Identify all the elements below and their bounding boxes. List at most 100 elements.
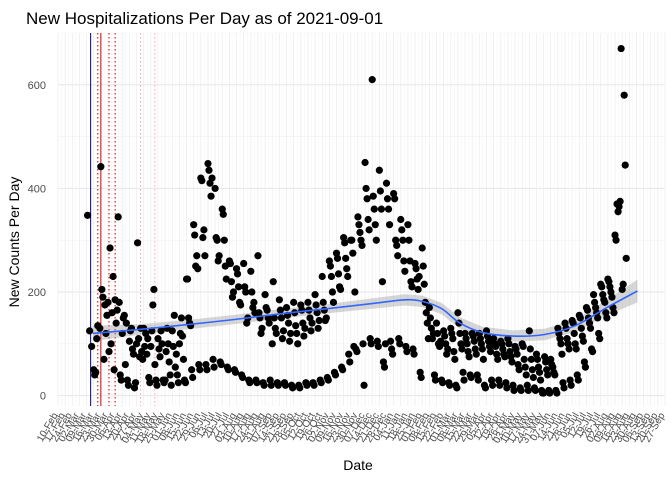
data-point [617, 44, 625, 53]
data-point [526, 345, 534, 353]
data-point [284, 319, 293, 327]
data-point [454, 309, 462, 317]
data-point [120, 311, 128, 319]
data-point [594, 314, 602, 322]
data-point [156, 353, 164, 361]
data-point [310, 381, 318, 389]
data-point [396, 340, 404, 348]
data-point [329, 298, 338, 306]
data-point [199, 234, 207, 242]
data-point [492, 342, 500, 351]
data-point [189, 373, 197, 382]
data-point [503, 384, 511, 392]
data-point [188, 366, 196, 374]
data-point [367, 340, 375, 348]
data-point [210, 363, 218, 371]
y-tick-label: 0 [40, 391, 46, 403]
data-point [121, 360, 129, 369]
data-point [525, 327, 533, 335]
data-point [346, 358, 354, 366]
data-point [181, 379, 190, 387]
data-point [558, 350, 566, 358]
data-point [474, 376, 482, 384]
data-point [371, 221, 379, 229]
data-point [419, 262, 427, 270]
data-point [391, 195, 399, 203]
data-point [149, 301, 157, 309]
data-point [173, 371, 181, 379]
data-point [458, 345, 466, 353]
data-point [351, 288, 359, 296]
y-axis-title: New Counts Per Day [6, 177, 22, 308]
data-point [200, 226, 208, 234]
data-point [110, 366, 118, 374]
data-point [83, 211, 92, 219]
data-point [372, 236, 380, 244]
data-point [453, 384, 461, 392]
data-point [610, 309, 618, 317]
data-point [178, 332, 187, 340]
data-point [488, 381, 497, 389]
data-point [242, 288, 250, 296]
data-point [109, 272, 117, 281]
data-point [422, 309, 430, 317]
data-point [191, 231, 199, 239]
data-point [155, 345, 163, 353]
data-point [203, 366, 211, 374]
data-point [570, 329, 578, 338]
data-point [399, 236, 407, 244]
data-point [240, 259, 248, 268]
data-point [193, 252, 201, 260]
data-point [444, 345, 452, 353]
data-point [261, 291, 269, 299]
data-point [165, 358, 173, 366]
data-point [93, 335, 101, 343]
data-point [581, 363, 590, 371]
data-point [398, 226, 406, 234]
data-point [134, 335, 143, 343]
data-point [158, 340, 166, 348]
data-point [369, 192, 377, 200]
data-point [207, 192, 215, 200]
data-point [282, 303, 291, 312]
data-point [143, 350, 151, 358]
data-point [250, 298, 258, 306]
data-point [560, 384, 568, 392]
data-point [205, 166, 213, 174]
data-point [527, 355, 535, 363]
data-point [478, 345, 486, 353]
x-axis-ticks: 10-Feb17-Feb24-Feb02-Mar09-Mar16-Mar23-M… [35, 410, 668, 445]
data-point [231, 368, 240, 376]
data-point [312, 301, 320, 309]
data-point [311, 291, 319, 299]
data-point [521, 363, 529, 371]
data-point [505, 340, 513, 348]
data-point [139, 355, 147, 363]
data-point [285, 337, 294, 345]
data-point [472, 350, 480, 358]
data-point [324, 376, 332, 384]
data-point [190, 221, 198, 229]
data-point [546, 389, 554, 397]
data-point [365, 226, 373, 234]
data-point [169, 342, 177, 351]
data-point [375, 166, 383, 174]
data-point [233, 270, 242, 278]
data-point [598, 283, 606, 291]
data-point [213, 236, 221, 244]
data-point [368, 76, 376, 84]
data-point [177, 314, 186, 322]
data-point [196, 366, 204, 374]
data-point [529, 373, 537, 382]
data-point [389, 350, 397, 358]
data-point [380, 363, 389, 371]
data-point [508, 358, 516, 366]
data-point [378, 278, 387, 286]
data-point [494, 355, 502, 363]
data-point [619, 280, 627, 288]
data-point [460, 376, 468, 384]
data-point [589, 291, 598, 299]
data-point [269, 278, 277, 286]
data-point [117, 376, 125, 384]
data-point [520, 355, 528, 363]
